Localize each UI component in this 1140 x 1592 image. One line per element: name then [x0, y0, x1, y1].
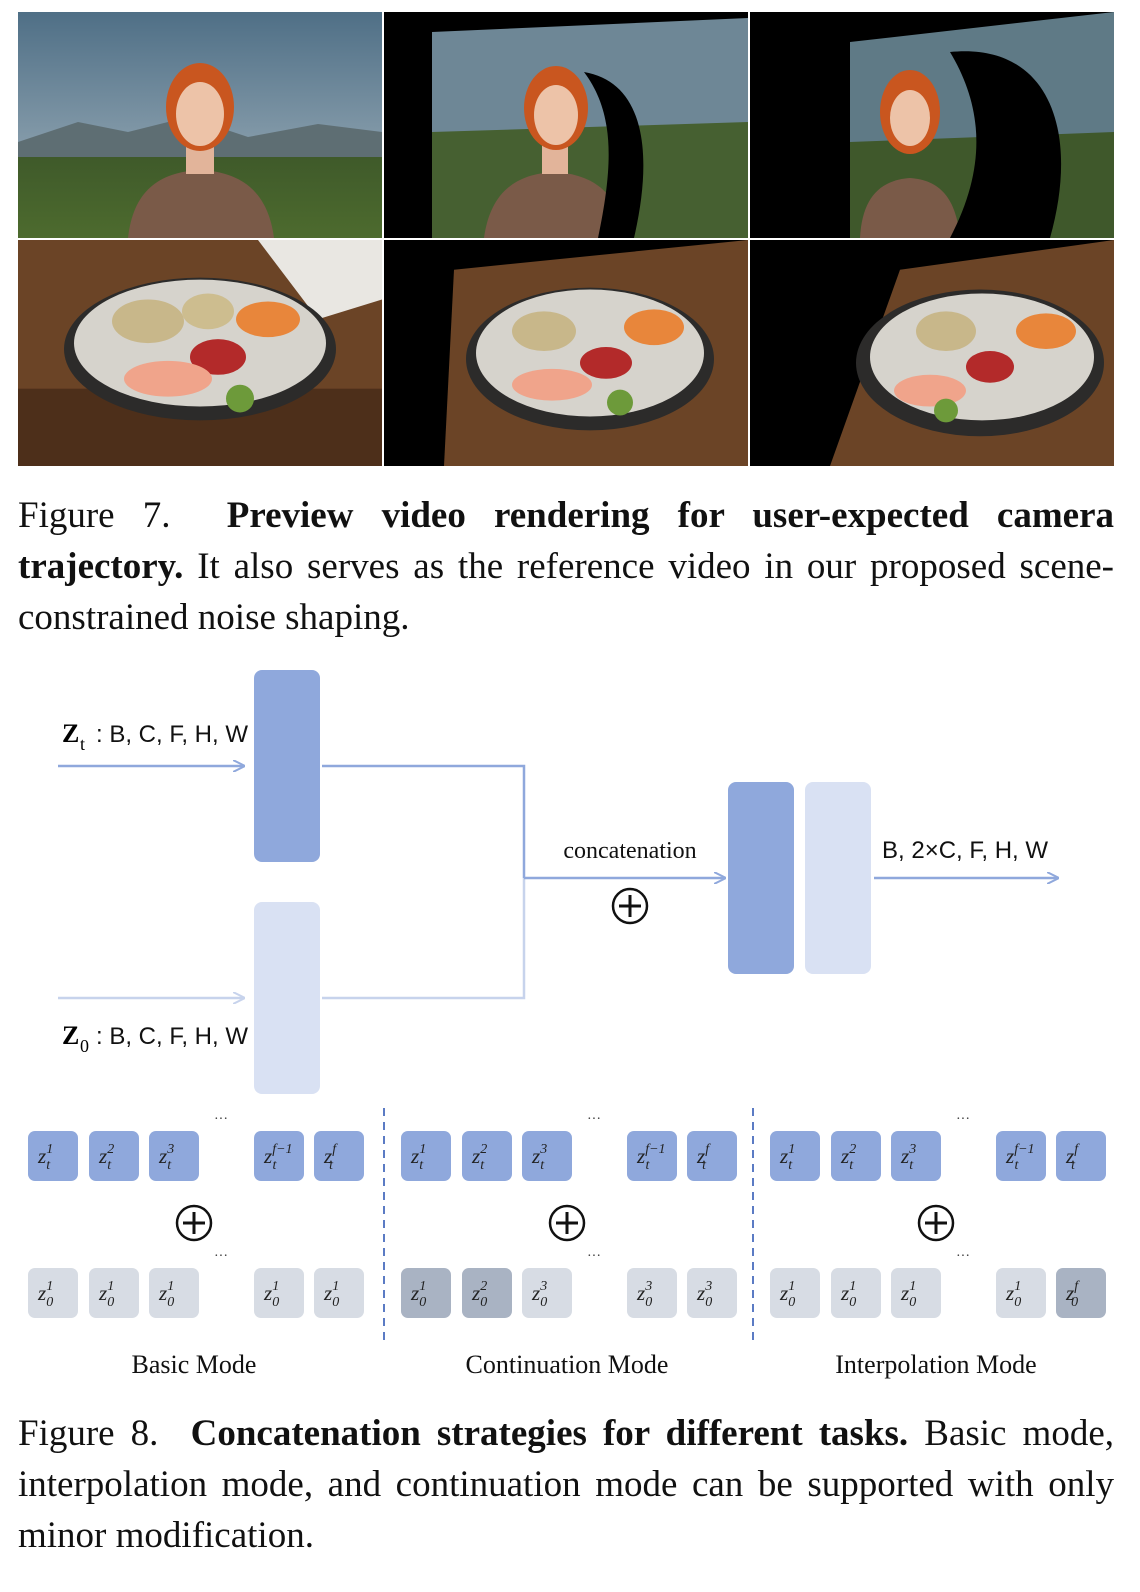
z0-connector — [322, 878, 526, 1000]
svg-text:z10: z1 0 — [779, 1279, 795, 1310]
figure8-text: Basic mode, interpolation mode, and cont… — [18, 1413, 1115, 1556]
concatenation-label: concatenation — [563, 838, 696, 864]
figure7-label: Figure 7. — [18, 495, 171, 536]
svg-text:z3t: z3 t — [531, 1142, 547, 1173]
figure7-image-grid — [18, 12, 1114, 468]
svg-text:Z: Z — [62, 719, 79, 748]
output-zt-block — [728, 782, 794, 974]
mode-label: Continuation Mode — [466, 1350, 669, 1379]
svg-text:z10: z1 0 — [37, 1279, 53, 1310]
zt-tensor-block — [254, 670, 320, 862]
ellipsis: ··· — [956, 1249, 970, 1264]
z0-token: z1 0 — [891, 1268, 941, 1318]
z0-token: z3 0 — [522, 1268, 572, 1318]
zt-token: z3 t — [149, 1131, 199, 1181]
figure7-text: It also serves as the reference video in… — [18, 546, 1114, 638]
zt-token: z2 t — [831, 1131, 881, 1181]
zt-connector — [322, 764, 526, 878]
ellipsis: ··· — [587, 1112, 601, 1127]
portrait-frame-warped-2 — [750, 12, 1114, 238]
svg-text:z1t: z1 t — [779, 1142, 795, 1173]
zt-token: z2 t — [89, 1131, 139, 1181]
zt-token: z2 t — [462, 1131, 512, 1181]
sushi-frame-warped-1 — [384, 240, 748, 466]
svg-text:Z: Z — [62, 1021, 79, 1050]
zt-input-label: Z t : B, C, F, H, W — [62, 719, 248, 754]
svg-text:z10: z1 0 — [323, 1279, 339, 1310]
svg-text:z30: z3 0 — [531, 1279, 547, 1310]
svg-text:z10: z1 0 — [840, 1279, 856, 1310]
zt-token: z1 t — [401, 1131, 451, 1181]
ellipsis: ··· — [214, 1249, 228, 1264]
figure8-title: Concatenation strategies for different t… — [190, 1413, 909, 1454]
svg-text:0: 0 — [80, 1036, 89, 1056]
sushi-frame-original — [18, 240, 382, 466]
z0-token: z1 0 — [314, 1268, 364, 1318]
z0-token: z1 0 — [28, 1268, 78, 1318]
figure8-diagram: Z t : B, C, F, H, W Z 0 : B, C, F, H, W … — [0, 660, 1140, 1400]
zt-token: zf−1 t — [627, 1131, 677, 1181]
figure8-label: Figure 8. — [18, 1413, 159, 1454]
zt-token: zf t — [687, 1131, 737, 1181]
z0-token: z1 0 — [831, 1268, 881, 1318]
svg-text:zf0: zf 0 — [1065, 1279, 1080, 1310]
ellipsis: ··· — [956, 1112, 970, 1127]
concat-plus-icon — [175, 1204, 213, 1242]
svg-text:z1t: z1 t — [410, 1142, 426, 1173]
z0-token: z1 0 — [149, 1268, 199, 1318]
svg-text:z10: z1 0 — [263, 1279, 279, 1310]
svg-text:z3t: z3 t — [900, 1142, 916, 1173]
svg-text:z2t: z2 t — [840, 1142, 856, 1173]
svg-text:z10: z1 0 — [158, 1279, 174, 1310]
zt-token: zf t — [314, 1131, 364, 1181]
z0-token: z2 0 — [462, 1268, 512, 1318]
mode-label: Basic Mode — [132, 1350, 257, 1379]
zt-token: zf−1 t — [254, 1131, 304, 1181]
svg-text:z30: z3 0 — [636, 1279, 652, 1310]
svg-text:z2t: z2 t — [98, 1142, 114, 1173]
z0-token: z3 0 — [687, 1268, 737, 1318]
svg-text:z10: z1 0 — [410, 1279, 426, 1310]
mode-label: Interpolation Mode — [835, 1350, 1036, 1379]
z0-token: zf 0 — [1056, 1268, 1106, 1318]
svg-text:t: t — [80, 734, 85, 754]
svg-text:z10: z1 0 — [98, 1279, 114, 1310]
zt-token: zf−1 t — [996, 1131, 1046, 1181]
zt-token: z1 t — [770, 1131, 820, 1181]
ellipsis: ··· — [214, 1112, 228, 1127]
zt-token: z1 t — [28, 1131, 78, 1181]
z0-token: z1 0 — [770, 1268, 820, 1318]
output-dims-label: B, 2×C, F, H, W — [882, 837, 1048, 864]
svg-text:z20: z2 0 — [471, 1279, 487, 1310]
zt-token: zf t — [1056, 1131, 1106, 1181]
svg-text:z30: z3 0 — [696, 1279, 712, 1310]
svg-text:: B, C, F, H, W: : B, C, F, H, W — [96, 721, 248, 748]
svg-text:z2t: z2 t — [471, 1142, 487, 1173]
concat-plus-icon — [548, 1204, 586, 1242]
output-z0-block — [805, 782, 871, 974]
z0-token: z1 0 — [401, 1268, 451, 1318]
ellipsis: ··· — [587, 1249, 601, 1264]
zt-token: z3 t — [522, 1131, 572, 1181]
z0-input-label: Z 0 : B, C, F, H, W — [62, 1021, 248, 1056]
figure7-title: Preview video rendering for user-expecte… — [18, 495, 1114, 587]
z0-token: z1 0 — [996, 1268, 1046, 1318]
svg-text:z10: z1 0 — [900, 1279, 916, 1310]
z0-tensor-block — [254, 902, 320, 1094]
concat-plus-icon — [611, 887, 649, 925]
zt-token: z3 t — [891, 1131, 941, 1181]
z0-token: z1 0 — [254, 1268, 304, 1318]
svg-text:: B, C, F, H, W: : B, C, F, H, W — [96, 1023, 248, 1050]
svg-text:z3t: z3 t — [158, 1142, 174, 1173]
portrait-frame-warped-1 — [384, 12, 748, 238]
figure7-caption: Figure 7. Preview video rendering for us… — [18, 490, 1114, 643]
svg-text:z10: z1 0 — [1005, 1279, 1021, 1310]
z0-token: z1 0 — [89, 1268, 139, 1318]
z0-token: z3 0 — [627, 1268, 677, 1318]
figure8-caption: Figure 8. Concatenation strategies for d… — [18, 1408, 1114, 1561]
portrait-frame-original — [18, 12, 382, 238]
svg-text:z1t: z1 t — [37, 1142, 53, 1173]
concat-plus-icon — [917, 1204, 955, 1242]
sushi-frame-warped-2 — [750, 240, 1114, 466]
